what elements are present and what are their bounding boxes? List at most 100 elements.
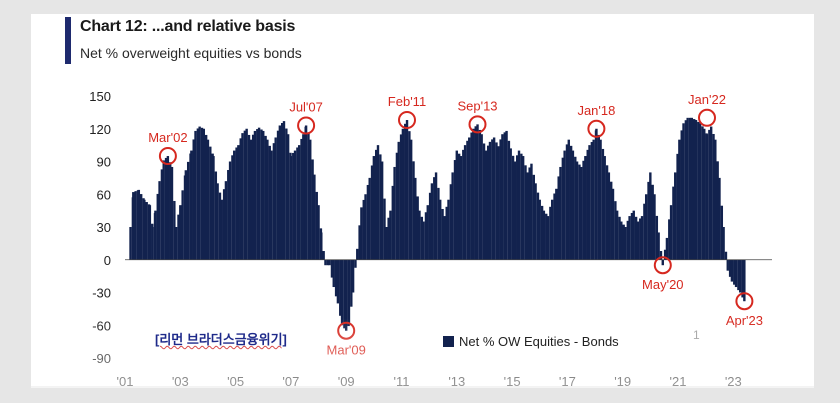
bar bbox=[538, 199, 541, 260]
y-axis-ticks: 150 120 90 60 30 0 -30 -60 -90 bbox=[89, 89, 111, 366]
bar bbox=[584, 156, 587, 260]
bar bbox=[571, 150, 575, 260]
bar bbox=[517, 150, 521, 260]
bar bbox=[270, 150, 273, 260]
bar bbox=[586, 149, 589, 260]
bar bbox=[737, 259, 740, 291]
bar bbox=[739, 259, 742, 293]
bar bbox=[293, 150, 297, 260]
bar bbox=[179, 205, 182, 260]
bar bbox=[420, 216, 424, 260]
chart-title: Chart 12: ...and relative basis bbox=[80, 18, 296, 35]
bar bbox=[563, 150, 566, 260]
bar bbox=[399, 134, 403, 260]
bar bbox=[218, 192, 222, 260]
x-tick-label: '05 bbox=[227, 374, 244, 389]
bar bbox=[276, 130, 280, 260]
bar bbox=[669, 205, 673, 260]
bar bbox=[332, 259, 335, 288]
bar bbox=[345, 259, 348, 331]
bar bbox=[204, 134, 208, 260]
bar bbox=[555, 188, 558, 260]
annotation-circle bbox=[158, 147, 177, 165]
bar bbox=[297, 145, 301, 260]
bar bbox=[184, 170, 188, 260]
bar bbox=[451, 172, 454, 260]
bar bbox=[647, 181, 650, 260]
bar bbox=[151, 227, 154, 260]
bar bbox=[235, 147, 238, 260]
bar bbox=[476, 124, 479, 260]
bar bbox=[422, 221, 425, 260]
annotation-circle bbox=[398, 111, 416, 129]
bar bbox=[158, 181, 161, 260]
bar bbox=[249, 139, 253, 260]
bar bbox=[364, 194, 367, 260]
bar bbox=[553, 193, 556, 260]
bar bbox=[545, 213, 548, 260]
bar bbox=[457, 153, 461, 260]
bar bbox=[253, 130, 257, 260]
bar bbox=[214, 171, 218, 260]
bar bbox=[644, 194, 648, 260]
annotation-circle bbox=[587, 119, 606, 138]
annotation-circle bbox=[297, 116, 316, 135]
bar bbox=[728, 259, 732, 277]
bar bbox=[156, 193, 159, 260]
x-axis-ticks: '01 '03 '05 '07 '09 '11 '13 '15 '17 '19 '21 '23 bbox=[117, 374, 742, 389]
bar bbox=[257, 127, 261, 260]
bar bbox=[726, 259, 729, 271]
bar bbox=[426, 205, 429, 260]
annotation-label: Apr'23 bbox=[726, 313, 763, 328]
annotation-circle bbox=[468, 115, 487, 134]
bar bbox=[626, 220, 630, 260]
bar bbox=[661, 259, 664, 266]
bar bbox=[292, 152, 295, 260]
bar bbox=[474, 126, 477, 260]
bar bbox=[418, 210, 421, 260]
bar bbox=[401, 128, 405, 260]
bar bbox=[354, 259, 357, 268]
x-tick-label: '13 bbox=[448, 374, 465, 389]
bar bbox=[484, 150, 488, 260]
bar bbox=[409, 139, 413, 260]
bar bbox=[228, 161, 232, 260]
bar bbox=[170, 166, 174, 260]
bar bbox=[447, 199, 450, 260]
bar bbox=[486, 145, 490, 260]
y-tick-label: -90 bbox=[92, 351, 111, 366]
bar bbox=[137, 189, 141, 260]
bar bbox=[231, 155, 234, 260]
bar bbox=[488, 141, 492, 260]
bar bbox=[636, 221, 640, 260]
bar bbox=[174, 227, 178, 260]
bar bbox=[561, 157, 565, 260]
bar bbox=[190, 150, 193, 260]
x-tick-label: '15 bbox=[504, 374, 521, 389]
annotation-label: May'20 bbox=[642, 277, 684, 292]
bar bbox=[526, 172, 529, 260]
bar bbox=[546, 216, 550, 260]
bar bbox=[657, 232, 660, 260]
bar bbox=[714, 139, 717, 260]
bar bbox=[350, 259, 353, 307]
bar bbox=[434, 172, 438, 260]
bar bbox=[309, 139, 312, 260]
bar bbox=[192, 139, 195, 260]
bar bbox=[243, 130, 247, 260]
bar bbox=[708, 129, 711, 260]
bar bbox=[356, 248, 359, 260]
bar bbox=[336, 259, 340, 304]
bar bbox=[330, 259, 334, 278]
bar bbox=[145, 202, 148, 260]
page-marker: 1 bbox=[693, 328, 700, 342]
bar bbox=[468, 137, 471, 260]
bar bbox=[565, 144, 569, 260]
bar bbox=[395, 152, 399, 260]
bar bbox=[470, 132, 473, 260]
bar bbox=[575, 161, 579, 260]
bar bbox=[289, 156, 293, 260]
bar bbox=[148, 205, 152, 260]
bar bbox=[164, 157, 168, 260]
bar bbox=[296, 147, 299, 260]
